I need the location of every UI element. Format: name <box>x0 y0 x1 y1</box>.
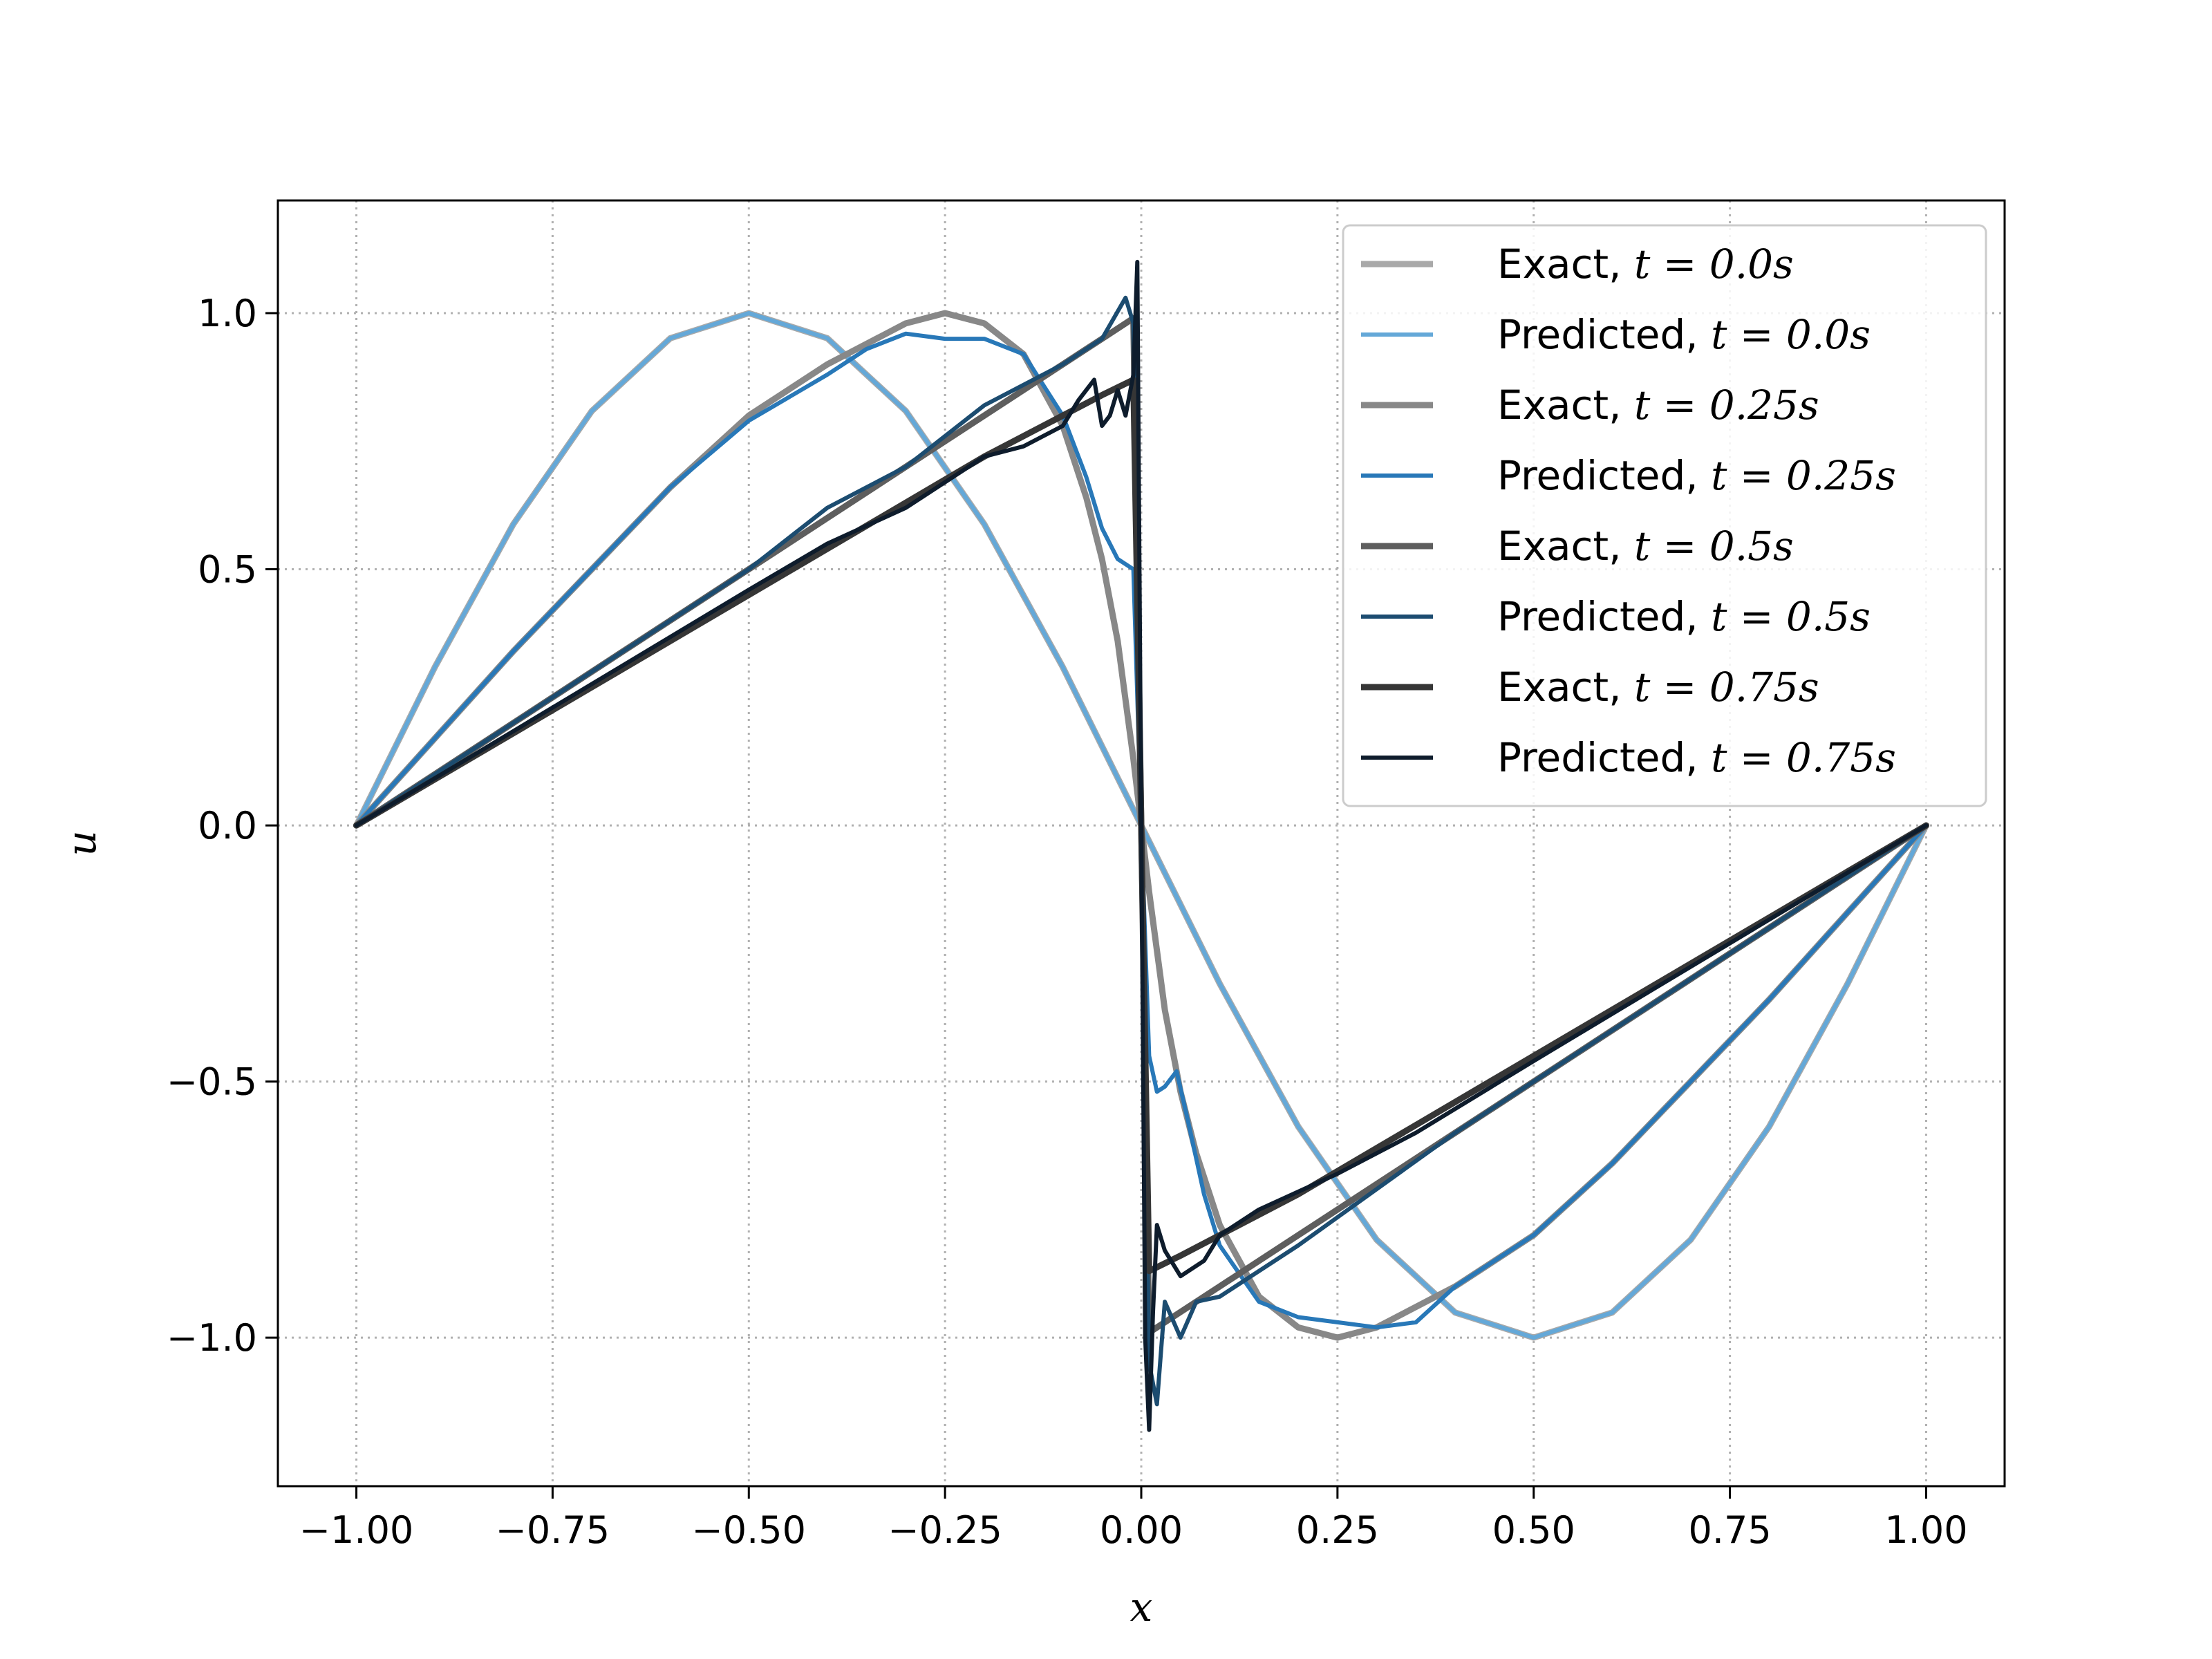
x-tick-label: 0.00 <box>1100 1508 1183 1552</box>
series-layer <box>353 259 1929 1432</box>
legend-entry: Exact, t = 0.25s <box>1497 382 1819 429</box>
legend-entry: Predicted, t = 0.75s <box>1497 734 1896 781</box>
x-axis: −1.00 −0.75 −0.50 −0.25 0.00 0.25 0.50 0.75 1.00 <box>299 1486 1968 1552</box>
y-axis: −1.0 −0.5 0.0 0.5 1.0 <box>167 292 278 1360</box>
legend-entry-prefix: Predicted, <box>1497 311 1711 358</box>
legend-entry-prefix: Exact, <box>1497 241 1634 288</box>
x-tick-label: −0.75 <box>496 1508 610 1552</box>
legend-entry-prefix: Predicted, <box>1497 593 1711 640</box>
y-tick-label: 0.0 <box>198 804 257 847</box>
legend-entry: Predicted, t = 0.25s <box>1497 452 1896 499</box>
legend-entry: Exact, t = 0.75s <box>1497 664 1819 711</box>
y-axis-label: u <box>58 830 105 856</box>
x-tick-label: −0.50 <box>692 1508 806 1552</box>
x-tick-label: 0.25 <box>1296 1508 1379 1552</box>
legend-entry-time: t = 0.25s <box>1634 382 1819 429</box>
legend-entry: Exact, t = 0.0s <box>1497 241 1794 288</box>
y-tick-label: −0.5 <box>167 1060 257 1104</box>
legend-box <box>1342 224 1987 807</box>
y-tick-label: −1.0 <box>167 1316 257 1360</box>
legend-entry: Predicted, t = 0.5s <box>1497 593 1871 640</box>
legend-entry-prefix: Exact, <box>1497 664 1634 711</box>
x-tick-label: 0.50 <box>1492 1508 1575 1552</box>
legend-entry-time: t = 0.75s <box>1711 734 1896 781</box>
legend-entry-time: t = 0.25s <box>1711 452 1896 499</box>
legend-entry-prefix: Predicted, <box>1497 734 1711 781</box>
legend-entry-time: t = 0.75s <box>1634 664 1819 711</box>
x-tick-label: 1.00 <box>1884 1508 1967 1552</box>
series-line-7 <box>354 259 1929 1432</box>
legend-entry-prefix: Exact, <box>1497 382 1634 429</box>
legend-entry-prefix: Exact, <box>1497 523 1634 570</box>
legend-entry-time: t = 0.5s <box>1711 593 1871 640</box>
x-axis-label: x <box>1130 1584 1153 1631</box>
legend-entry-prefix: Predicted, <box>1497 452 1711 499</box>
y-tick-label: 0.5 <box>198 548 257 592</box>
legend-entry: Exact, t = 0.5s <box>1497 523 1794 570</box>
x-tick-label: −0.25 <box>888 1508 1002 1552</box>
legend-entry-time: t = 0.5s <box>1634 523 1794 570</box>
y-tick-label: 1.0 <box>198 292 257 335</box>
x-tick-label: −1.00 <box>299 1508 413 1552</box>
legend-entry-time: t = 0.0s <box>1711 311 1871 358</box>
legend-entry: Predicted, t = 0.0s <box>1497 311 1871 358</box>
x-tick-label: 0.75 <box>1688 1508 1771 1552</box>
legend-entry-time: t = 0.0s <box>1634 241 1794 288</box>
